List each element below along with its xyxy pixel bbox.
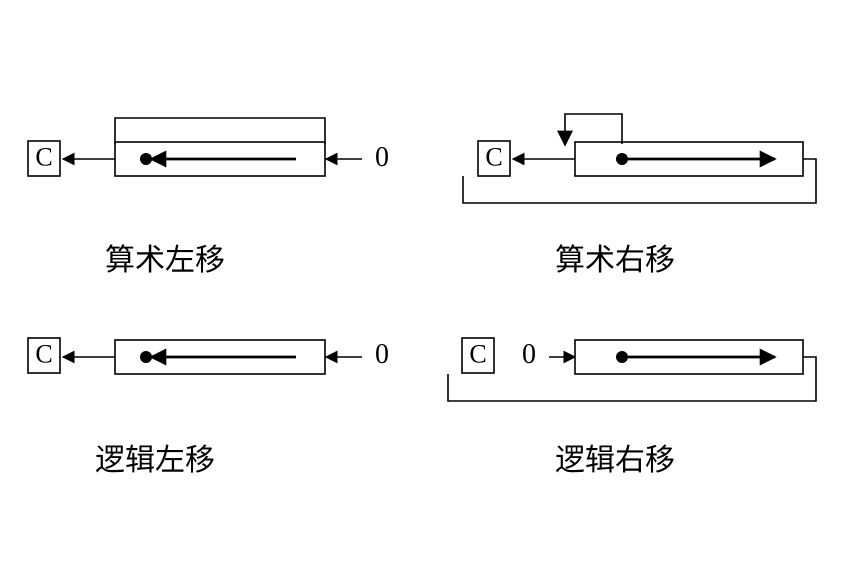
msb-dot [140, 153, 152, 165]
carry-label: C [35, 142, 52, 171]
msb-dot [616, 153, 628, 165]
zero-label: 0 [375, 142, 389, 173]
panel-caption: 逻辑右移 [555, 435, 675, 479]
arrow [448, 357, 816, 401]
msb-dot [616, 351, 628, 363]
arrow [115, 118, 325, 144]
arrow [565, 114, 622, 144]
msb-dot [140, 351, 152, 363]
carry-label: C [469, 339, 486, 368]
shift-diagram: C 0 C C 0 C 0 [0, 0, 852, 568]
zero-label: 0 [375, 339, 389, 370]
panel-caption: 算术左移 [105, 235, 225, 279]
arrow [463, 159, 816, 203]
carry-label: C [485, 142, 502, 171]
panel-caption: 逻辑左移 [95, 435, 215, 479]
zero-label: 0 [522, 339, 536, 370]
carry-label: C [35, 339, 52, 368]
panel-caption: 算术右移 [555, 235, 675, 279]
